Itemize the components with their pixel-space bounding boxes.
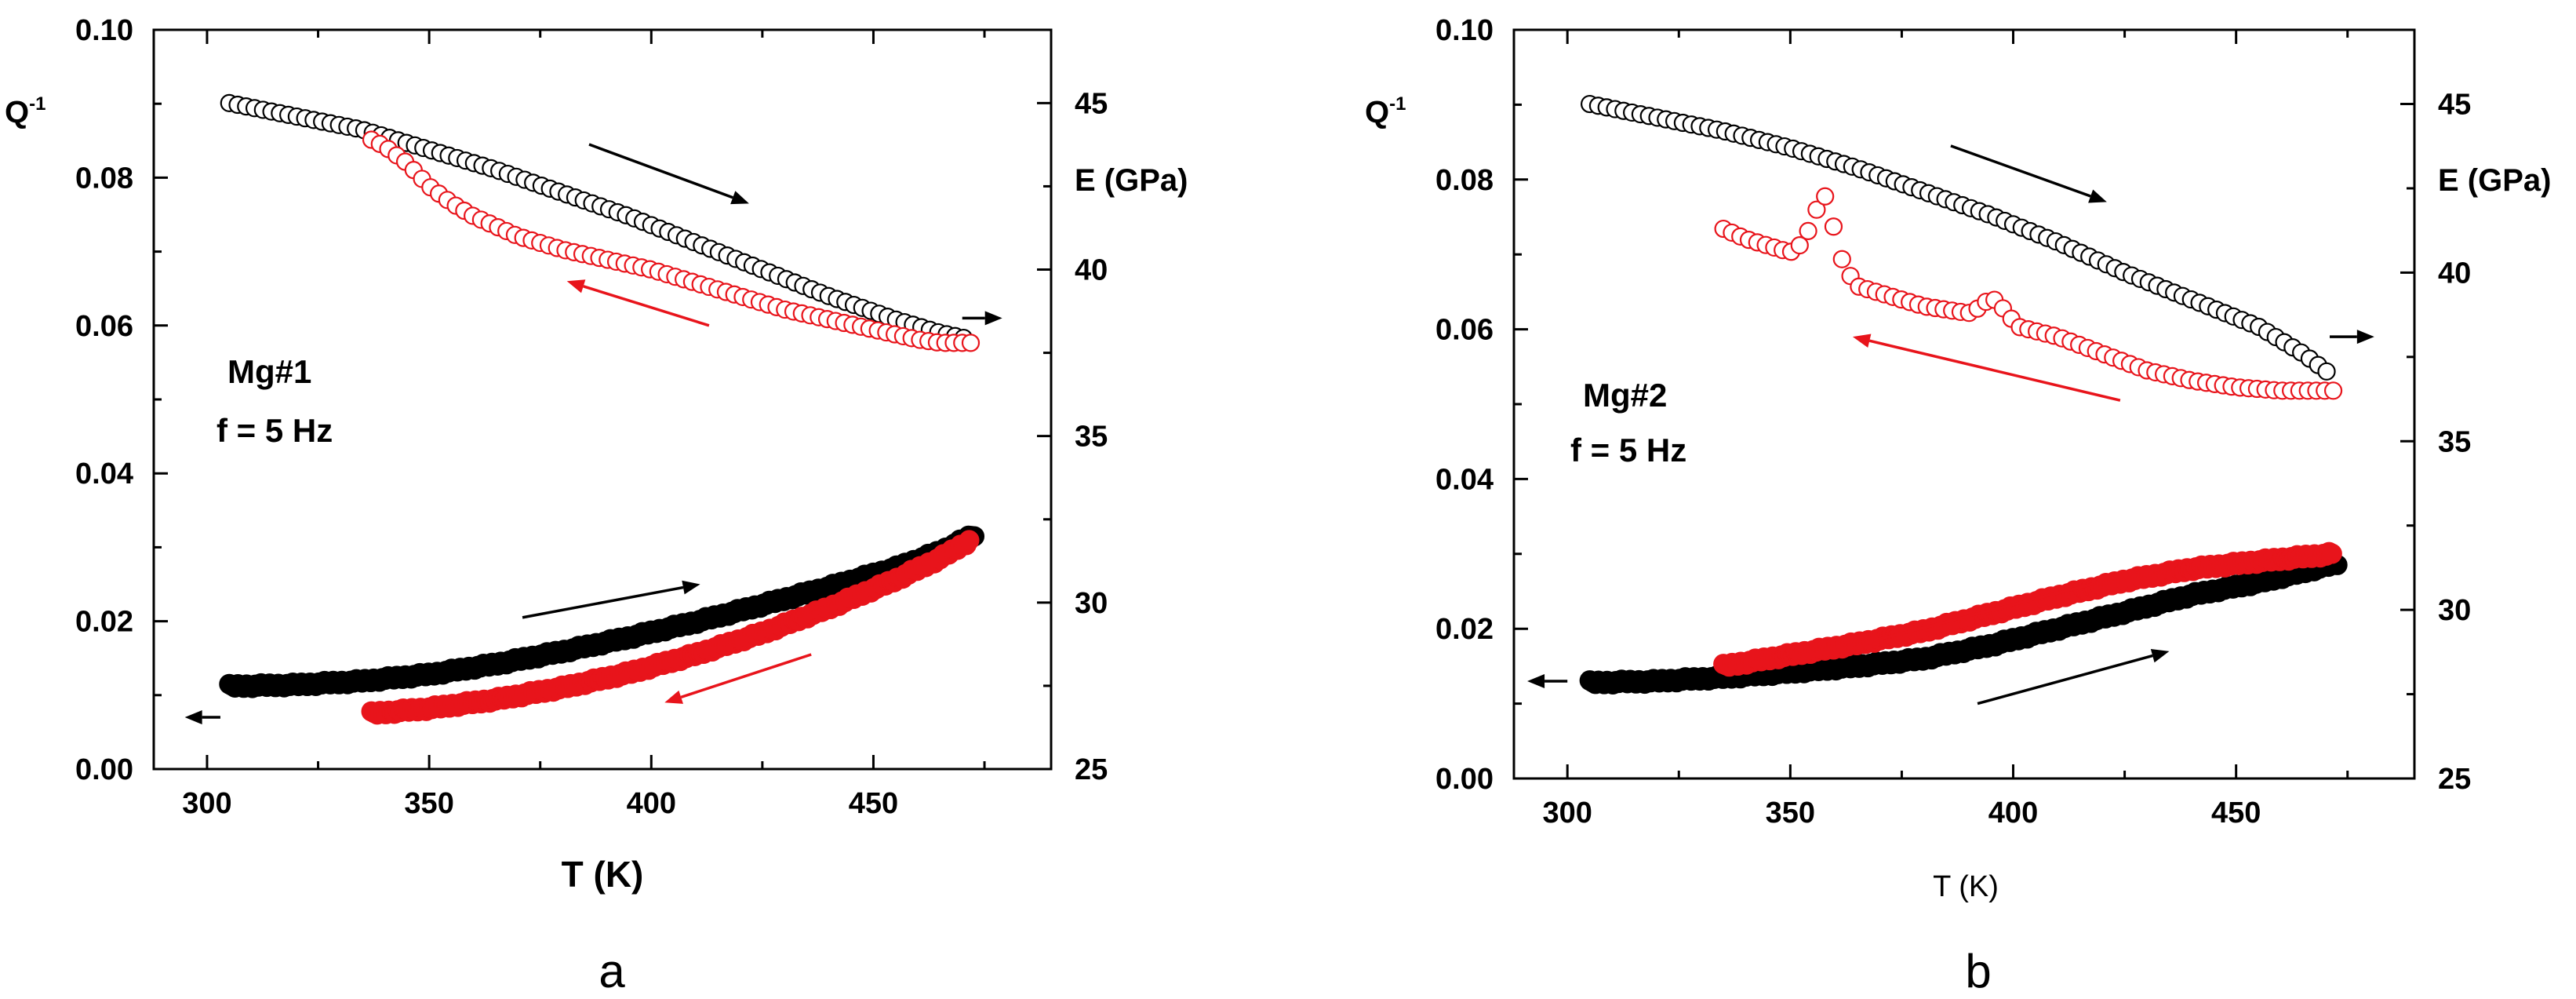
x-tick-label: 350: [404, 787, 453, 820]
data-point-open: [1832, 250, 1851, 268]
direction-arrow-shaft: [583, 285, 710, 327]
y-left-axis-label-main: Q: [1365, 95, 1389, 129]
panel-letter: b: [1965, 945, 1991, 997]
panel-letter: a: [599, 945, 625, 997]
direction-arrow-head: [2356, 330, 2374, 345]
direction-arrow-head: [566, 279, 586, 294]
frequency-label: f = 5 Hz: [216, 412, 333, 449]
direction-arrow-head: [1852, 334, 1872, 348]
data-point-open: [1790, 235, 1809, 255]
y-right-tick-label: 25: [1075, 753, 1108, 786]
direction-arrow-head: [2150, 648, 2170, 663]
y-right-tick-label: 35: [2438, 425, 2471, 458]
data-point-open: [961, 334, 981, 352]
y-left-tick-label: 0.10: [1435, 14, 1494, 47]
direction-arrow-shaft: [588, 143, 733, 199]
y-right-tick-label: 25: [2438, 763, 2471, 796]
series-e-cooling: [1714, 187, 2343, 400]
y-left-tick-label: 0.02: [1435, 613, 1494, 646]
direction-arrow-shaft: [1950, 144, 2091, 198]
y-left-tick-label: 0.08: [75, 162, 133, 195]
data-point-open: [1807, 200, 1826, 219]
plot-frame: [152, 28, 1053, 771]
direction-arrow-head: [2088, 189, 2107, 203]
direction-arrow-shaft: [1977, 654, 2153, 705]
y-left-tick-label: 0.04: [75, 458, 133, 490]
data-point-open: [1816, 187, 1835, 206]
direction-arrow-shaft: [680, 653, 812, 699]
direction-arrow-head: [1527, 673, 1545, 688]
direction-arrow-shaft: [522, 585, 684, 619]
x-tick-label: 300: [1542, 797, 1592, 829]
series-e-heating: [220, 93, 973, 348]
direction-arrow-head: [984, 311, 1002, 326]
x-axis-label: T (K): [1933, 870, 1999, 903]
direction-arrow-head: [664, 690, 683, 704]
y-left-tick-label: 0.08: [1435, 164, 1494, 197]
y-left-tick-label: 0.02: [75, 606, 133, 639]
y-right-tick-label: 30: [2438, 594, 2471, 627]
sample-label: Mg#2: [1583, 377, 1667, 414]
chart-panel-a: 300 350 400 450 0.00 0.02 0.04 0.06 0.08 0.10 25 30…: [5, 14, 1188, 997]
x-tick-label: 300: [182, 787, 231, 820]
data-point-filled: [959, 530, 980, 551]
data-point-open: [2317, 362, 2336, 381]
data-point-filled: [2321, 543, 2342, 564]
y-left-tick-label: 0.04: [1435, 463, 1494, 496]
data-point-open: [1824, 217, 1843, 236]
y-right-axis-label: E (GPa): [2438, 163, 2551, 198]
direction-arrow-head: [682, 580, 700, 595]
direction-arrow-head: [184, 710, 202, 725]
y-left-tick-label: 0.06: [75, 310, 133, 343]
y-left-axis-label: Q-1: [1365, 93, 1406, 129]
y-left-tick-label: 0.00: [75, 753, 133, 786]
series-q-1-cooling: [1713, 541, 2342, 677]
y-right-tick-label: 45: [1075, 87, 1108, 120]
x-tick-label: 400: [1988, 797, 2038, 829]
direction-arrow-shaft: [1878, 582, 2094, 641]
y-right-tick-label: 40: [1075, 254, 1108, 287]
series-q-1-cooling: [361, 530, 980, 725]
x-tick-label: 450: [849, 787, 898, 820]
y-left-tick-label: 0.10: [75, 14, 133, 47]
y-left-tick-label: 0.06: [1435, 314, 1494, 347]
y-right-axis-label: E (GPa): [1075, 163, 1188, 198]
y-left-axis-label-superscript: -1: [29, 93, 45, 115]
x-tick-label: 350: [1766, 797, 1815, 829]
y-left-tick-label: 0.00: [1435, 763, 1494, 796]
chart-panel-b: 300 350 400 450 0.00 0.02 0.04 0.06 0.08 0.10 25 30…: [1365, 14, 2551, 997]
sample-label: Mg#1: [227, 353, 311, 390]
x-axis-label: T (K): [562, 854, 644, 895]
frequency-label: f = 5 Hz: [1570, 432, 1686, 469]
y-left-axis-label-main: Q: [5, 95, 29, 129]
y-right-tick-label: 40: [2438, 257, 2471, 290]
x-tick-label: 450: [2211, 797, 2261, 829]
direction-arrow-head: [730, 191, 749, 205]
y-left-axis-label: Q-1: [5, 93, 45, 129]
x-tick-label: 400: [627, 787, 676, 820]
y-right-tick-label: 30: [1075, 587, 1108, 620]
y-right-tick-label: 35: [1075, 421, 1108, 454]
y-left-axis-label-superscript: -1: [1389, 93, 1406, 115]
series-q-1-heating: [1579, 552, 2348, 695]
data-point-open: [1799, 221, 1817, 241]
series-e-cooling: [362, 130, 981, 352]
y-right-tick-label: 45: [2438, 89, 2471, 122]
direction-arrow-head: [1861, 633, 1880, 647]
data-point-open: [2323, 381, 2343, 400]
direction-arrow-shaft: [1868, 339, 2121, 402]
series-e-heating: [1581, 94, 2336, 381]
